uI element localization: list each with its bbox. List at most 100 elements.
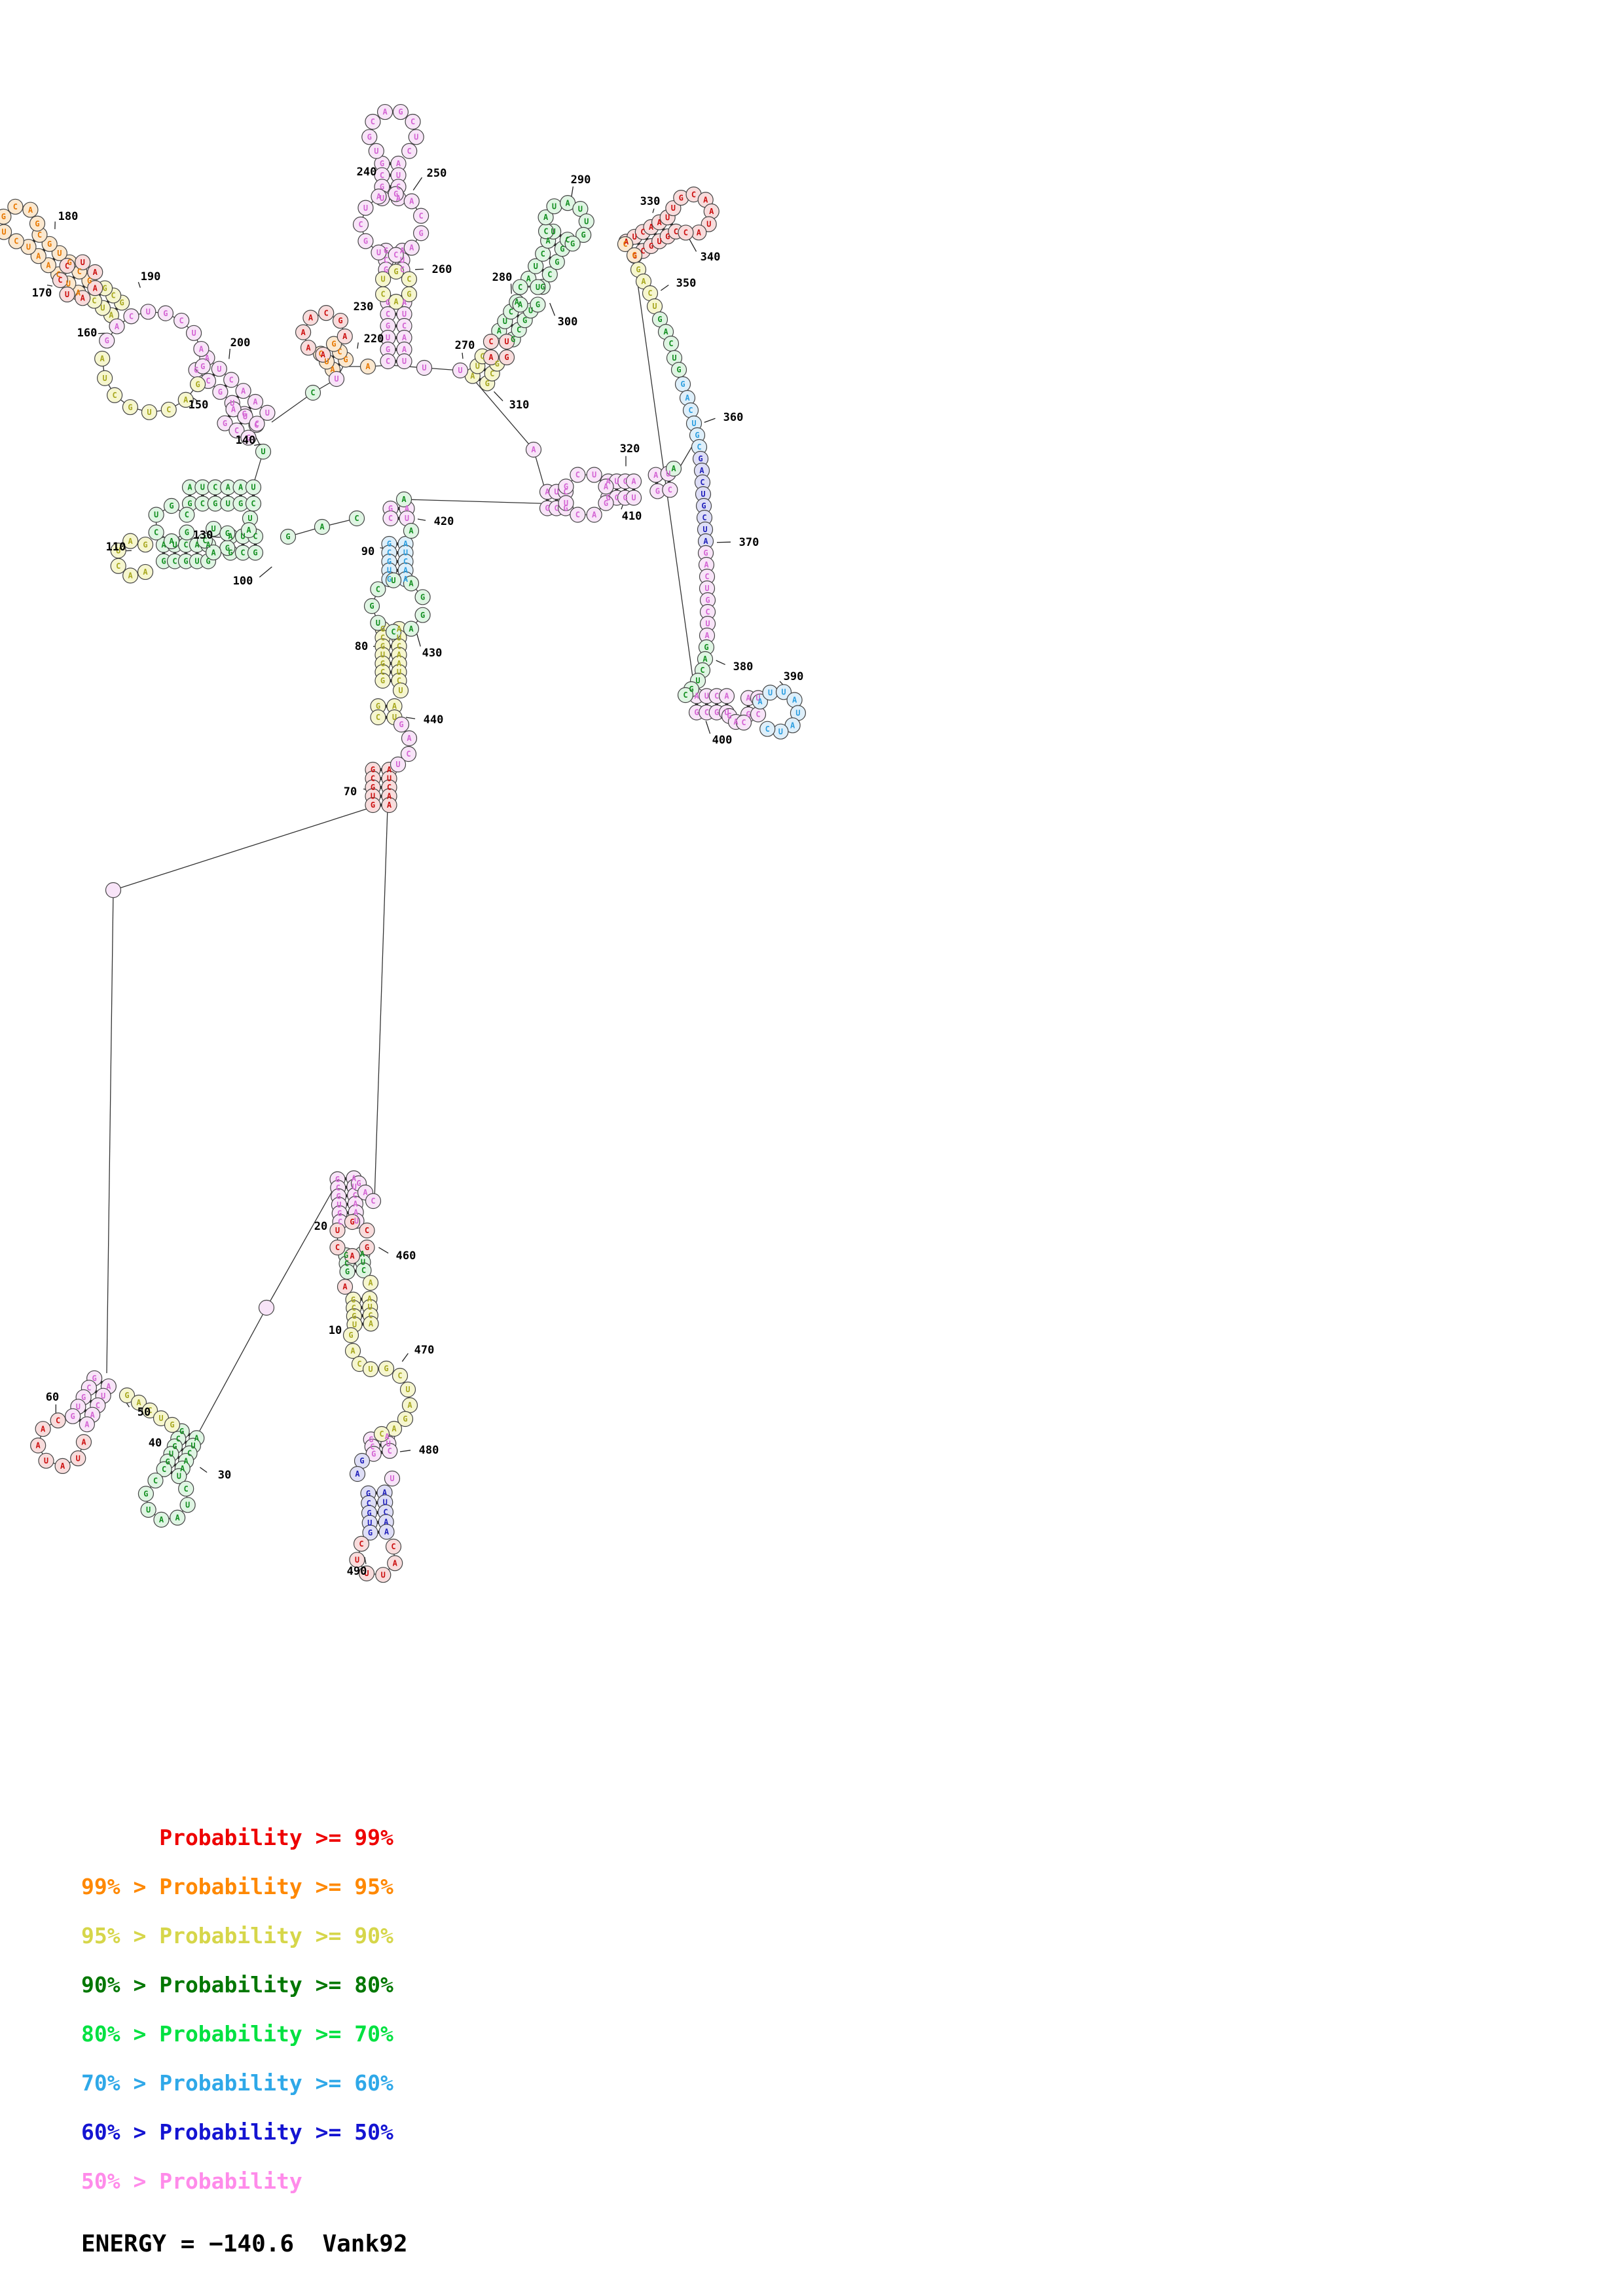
nucleotide: [325, 336, 342, 352]
nucleotide-letter: G: [92, 1374, 97, 1383]
position-label: 430: [422, 647, 443, 660]
nucleotide-letter: C: [376, 584, 380, 594]
nucleotide: [365, 797, 381, 814]
nucleotide-letter: C: [575, 511, 580, 520]
nucleotide-letter: C: [371, 1196, 375, 1206]
nucleotide-letter: U: [251, 483, 255, 492]
nucleotide: [359, 358, 376, 375]
nucleotide: [110, 543, 126, 559]
nucleotide-letter: A: [187, 483, 192, 492]
nucleotide-letter: C: [387, 548, 392, 558]
nucleotide-letter: A: [41, 1424, 46, 1433]
nucleotide: [381, 797, 397, 814]
nucleotide-letter: A: [241, 386, 246, 395]
nucleotide-letter: A: [100, 354, 105, 363]
nucleotide-letter: G: [384, 246, 388, 255]
nucleotide-letter: C: [547, 270, 552, 279]
nucleotide: [564, 236, 581, 252]
position-label: 400: [712, 734, 733, 747]
nucleotide: [153, 1511, 170, 1528]
nucleotide: [365, 1193, 382, 1210]
nucleotide-letter: U: [390, 1474, 394, 1483]
nucleotide-letter: U: [374, 147, 378, 156]
nucleotide: [371, 244, 387, 260]
position-label: 60: [46, 1391, 59, 1404]
nucleotide-letter: A: [84, 1420, 90, 1429]
nucleotide-letter: C: [86, 1384, 91, 1393]
nucleotide-letter: A: [409, 197, 414, 206]
nucleotide-letter: G: [704, 643, 708, 652]
position-label: 300: [558, 315, 578, 329]
nucleotide-letter: U: [592, 471, 596, 480]
nucleotide: [329, 1222, 346, 1239]
nucleotide-letter: U: [422, 363, 426, 372]
nucleotide-letter: U: [335, 1226, 340, 1235]
nucleotide-letter: C: [92, 296, 96, 306]
nucleotide-letter: A: [81, 1437, 86, 1446]
nucleotide-letter: A: [93, 268, 98, 277]
nucleotide-letter: G: [253, 548, 257, 558]
nucleotide: [392, 1367, 409, 1384]
nucleotide-letter: G: [560, 244, 564, 253]
position-label: 320: [620, 442, 640, 456]
nucleotide-letter: C: [187, 1449, 192, 1458]
nucleotide-letter: G: [420, 593, 425, 602]
nucleotide-letter: C: [684, 228, 688, 238]
nucleotide-letter: G: [387, 539, 392, 548]
nucleotide-letter: C: [391, 1542, 395, 1551]
nucleotide: [141, 1402, 158, 1419]
nucleotide-letter: C: [388, 514, 393, 523]
nucleotide-letter: C: [400, 265, 405, 274]
nucleotide-letter: U: [380, 275, 385, 284]
nucleotide-letter: G: [657, 315, 662, 324]
nucleotide-letter: G: [356, 1179, 361, 1188]
nucleotide-letter: U: [324, 357, 329, 367]
nucleotide-letter: U: [217, 365, 221, 374]
nucleotide: [50, 1412, 66, 1429]
nucleotide: [122, 399, 139, 416]
nucleotide-letter: G: [655, 487, 660, 496]
nucleotide: [408, 129, 424, 145]
nucleotide-letter: A: [231, 405, 236, 414]
nucleotide-letter: A: [604, 482, 609, 492]
nucleotide-letter: G: [35, 219, 39, 228]
position-label: 420: [434, 515, 454, 528]
nucleotide-letter: U: [695, 676, 700, 685]
nucleotide-letter: C: [517, 325, 521, 334]
nucleotide-letter: A: [308, 314, 314, 323]
nucleotide: [157, 305, 174, 321]
position-label: 90: [361, 545, 374, 558]
nucleotide-letter: G: [331, 340, 336, 349]
nucleotide-letter: G: [183, 557, 188, 566]
nucleotide-letter: U: [503, 317, 507, 326]
nucleotide: [51, 245, 67, 261]
nucleotide-letter: U: [100, 304, 105, 313]
nucleotide-letter: A: [115, 322, 120, 331]
nucleotide-letter: C: [640, 228, 645, 237]
nucleotide: [400, 745, 417, 762]
nucleotide-letter: G: [345, 1267, 350, 1276]
nucleotide-letter: G: [365, 1243, 369, 1252]
nucleotide-letter: C: [229, 376, 234, 385]
nucleotide-letter: C: [407, 275, 411, 284]
nucleotide: [385, 572, 402, 588]
nucleotide-letter: A: [238, 483, 244, 492]
nucleotide-letter: U: [81, 258, 85, 267]
nucleotide-letter: U: [578, 204, 583, 213]
nucleotide-letter: C: [700, 478, 704, 487]
nucleotide-letter: C: [338, 1217, 342, 1227]
nucleotide-letter: C: [388, 1446, 392, 1456]
nucleotide: [228, 422, 245, 439]
position-label: 110: [106, 541, 126, 554]
position-label: 290: [571, 173, 591, 187]
nucleotide: [148, 507, 164, 523]
nucleotide-letter: C: [240, 548, 245, 558]
nucleotide: [412, 225, 429, 242]
nucleotide-letter: U: [704, 692, 709, 701]
position-label: 200: [230, 336, 251, 350]
nucleotide-letter: G: [604, 499, 608, 508]
nucleotide-letter: A: [228, 532, 233, 541]
nucleotide-letter: A: [330, 365, 335, 374]
nucleotide-letter: C: [111, 291, 115, 300]
nucleotide-letter: C: [480, 352, 484, 361]
